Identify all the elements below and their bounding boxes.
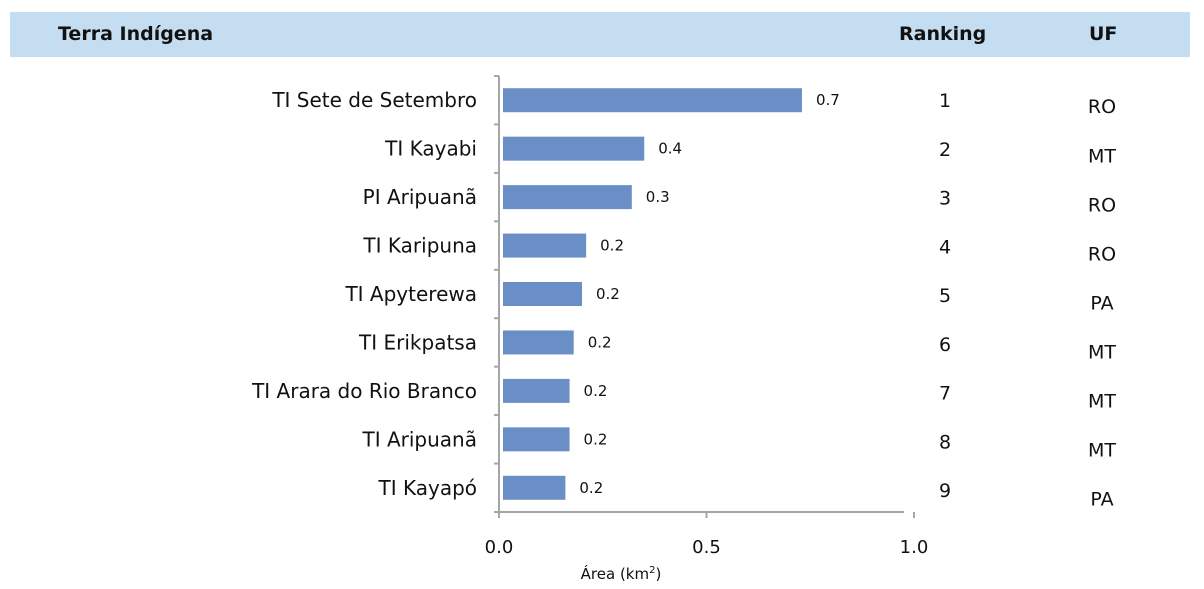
data-label: 0.2	[584, 430, 608, 448]
uf-value: RO	[1088, 194, 1116, 216]
uf-value: MT	[1088, 440, 1116, 462]
category-label: TI Arara do Rio Branco	[251, 379, 477, 403]
uf-value: RO	[1088, 96, 1116, 118]
category-label: TI Kayapó	[377, 476, 477, 500]
data-label: 0.2	[584, 382, 608, 400]
uf-value: MT	[1088, 145, 1116, 167]
x-tick-label: 1.0	[900, 537, 929, 558]
uf-value: MT	[1088, 390, 1116, 412]
uf-value: PA	[1090, 489, 1113, 511]
category-label: TI Kayabi	[384, 137, 477, 161]
data-label: 0.2	[596, 285, 620, 303]
ranking-value: 7	[939, 383, 951, 405]
uf-value: PA	[1090, 292, 1113, 314]
ranking-value: 8	[939, 431, 951, 453]
bar-4	[503, 234, 586, 258]
ranking-value: 1	[939, 90, 951, 112]
data-label: 0.2	[579, 479, 603, 497]
x-tick-label: 0.5	[692, 537, 721, 558]
category-label: TI Erikpatsa	[358, 330, 477, 354]
category-label: TI Karipuna	[362, 234, 477, 258]
ranking-value: 3	[939, 188, 951, 210]
data-label: 0.3	[646, 188, 670, 206]
bar-7	[503, 379, 570, 403]
data-label: 0.7	[816, 91, 840, 109]
ranking-value: 4	[939, 236, 951, 258]
ranking-value: 5	[939, 285, 951, 307]
ranking-value: 6	[939, 334, 951, 356]
bar-5	[503, 282, 582, 306]
uf-value: MT	[1088, 341, 1116, 363]
bar-3	[503, 185, 632, 209]
x-tick-label: 0.0	[485, 537, 514, 558]
bar-9	[503, 476, 565, 500]
bar-8	[503, 427, 570, 451]
x-axis-label: Área (km2)	[581, 564, 662, 583]
data-label: 0.4	[658, 140, 682, 158]
bar-6	[503, 330, 574, 354]
category-label: PI Aripuanã	[363, 185, 477, 209]
ranking-value: 9	[939, 480, 951, 502]
category-label: TI Apyterewa	[344, 282, 477, 306]
data-label: 0.2	[600, 237, 624, 255]
data-label: 0.2	[588, 333, 612, 351]
ranking-value: 2	[939, 139, 951, 161]
bar-1	[503, 88, 802, 112]
category-label: TI Aripuanã	[362, 427, 478, 451]
uf-value: RO	[1088, 243, 1116, 265]
bar-2	[503, 137, 644, 161]
category-label: TI Sete de Setembro	[271, 88, 477, 112]
